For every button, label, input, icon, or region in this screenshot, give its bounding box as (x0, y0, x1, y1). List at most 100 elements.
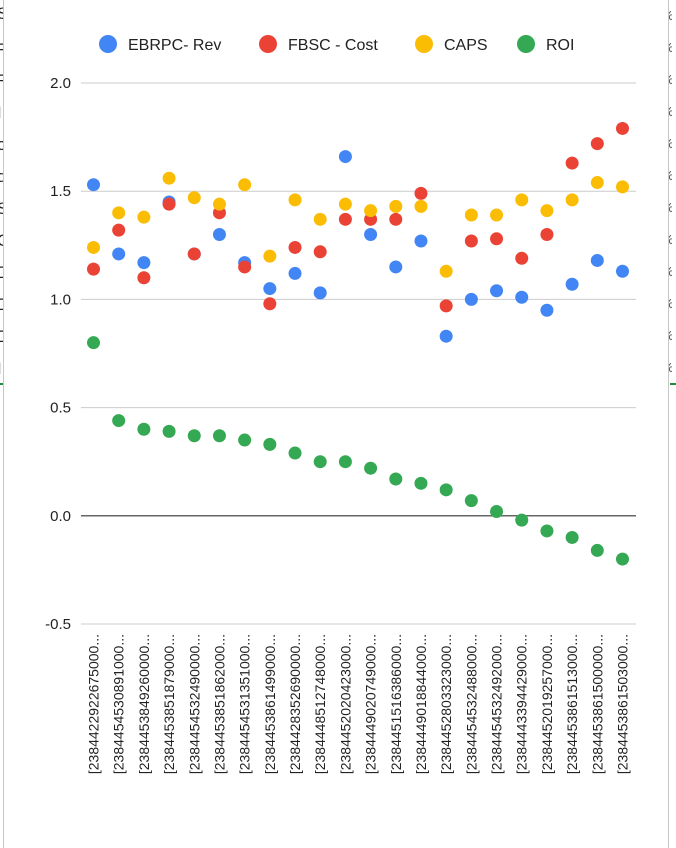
data-point-fbsc-cost[interactable] (112, 223, 126, 237)
data-point-roi[interactable] (565, 530, 579, 544)
data-point-fbsc-cost[interactable] (414, 186, 428, 200)
data-point-caps[interactable] (515, 193, 529, 207)
data-point-fbsc-cost[interactable] (288, 240, 302, 254)
data-point-ebrpc-rev[interactable] (137, 256, 151, 270)
data-point-roi[interactable] (616, 552, 629, 566)
legend-item-caps[interactable]: CAPS (415, 35, 488, 54)
data-point-caps[interactable] (338, 197, 352, 211)
data-point-fbsc-cost[interactable] (515, 251, 529, 265)
x-tick-label: [2384452020423000... (337, 634, 353, 774)
x-tick-label: [2384452803323000... (438, 634, 454, 774)
data-point-ebrpc-rev[interactable] (389, 260, 403, 274)
data-points[interactable] (87, 121, 629, 566)
data-point-ebrpc-rev[interactable] (490, 284, 504, 298)
data-point-roi[interactable] (515, 513, 529, 527)
data-point-roi[interactable] (263, 437, 277, 451)
data-point-caps[interactable] (389, 199, 403, 213)
data-point-fbsc-cost[interactable] (187, 247, 201, 261)
bg-cell-text: I (0, 359, 2, 379)
data-point-caps[interactable] (590, 176, 604, 190)
data-point-ebrpc-rev[interactable] (540, 303, 554, 317)
data-point-ebrpc-rev[interactable] (515, 290, 529, 304)
data-point-ebrpc-rev[interactable] (87, 178, 100, 192)
data-point-caps[interactable] (364, 204, 378, 218)
data-point-fbsc-cost[interactable] (238, 260, 252, 274)
data-point-roi[interactable] (590, 543, 604, 557)
background-selection-border (0, 383, 4, 385)
data-point-ebrpc-rev[interactable] (616, 264, 629, 278)
data-point-caps[interactable] (565, 193, 579, 207)
data-point-caps[interactable] (187, 191, 201, 205)
x-axis-ticks: [2384422922675000... [2384454530891000...… (86, 634, 631, 774)
data-point-ebrpc-rev[interactable] (288, 266, 302, 280)
data-point-fbsc-cost[interactable] (464, 234, 478, 248)
data-point-roi[interactable] (439, 483, 453, 497)
data-point-fbsc-cost[interactable] (338, 212, 352, 226)
data-point-fbsc-cost[interactable] (439, 299, 453, 313)
data-point-ebrpc-rev[interactable] (439, 329, 453, 343)
data-point-fbsc-cost[interactable] (389, 212, 403, 226)
legend-item-ebrpc-rev[interactable]: EBRPC- Rev (99, 35, 221, 54)
data-point-roi[interactable] (87, 336, 100, 350)
data-point-caps[interactable] (162, 171, 176, 185)
legend-item-fbsc-cost[interactable]: FBSC - Cost (259, 35, 378, 54)
data-point-roi[interactable] (112, 414, 126, 428)
data-point-caps[interactable] (439, 264, 453, 278)
y-tick-label: 1.0 (50, 291, 71, 308)
data-point-ebrpc-rev[interactable] (263, 282, 277, 296)
data-point-caps[interactable] (212, 197, 226, 211)
data-point-ebrpc-rev[interactable] (565, 277, 579, 291)
data-point-ebrpc-rev[interactable] (590, 253, 604, 267)
data-point-caps[interactable] (313, 212, 327, 226)
data-point-roi[interactable] (338, 455, 352, 469)
data-point-ebrpc-rev[interactable] (364, 227, 378, 241)
data-point-roi[interactable] (540, 524, 554, 538)
data-point-ebrpc-rev[interactable] (212, 227, 226, 241)
data-point-ebrpc-rev[interactable] (464, 292, 478, 306)
data-point-fbsc-cost[interactable] (263, 297, 277, 311)
data-point-roi[interactable] (212, 429, 226, 443)
data-point-roi[interactable] (187, 429, 201, 443)
data-point-fbsc-cost[interactable] (616, 121, 629, 135)
data-point-caps[interactable] (238, 178, 252, 192)
data-point-roi[interactable] (364, 461, 378, 475)
data-point-caps[interactable] (87, 240, 100, 254)
data-point-ebrpc-rev[interactable] (338, 150, 352, 164)
data-point-caps[interactable] (112, 206, 126, 220)
data-point-caps[interactable] (616, 180, 629, 194)
legend-label: EBRPC- Rev (128, 37, 221, 54)
x-tick-label: [2384454531351000... (237, 634, 253, 774)
data-point-ebrpc-rev[interactable] (313, 286, 327, 300)
data-point-caps[interactable] (490, 208, 504, 222)
data-point-caps[interactable] (540, 204, 554, 218)
data-point-caps[interactable] (288, 193, 302, 207)
data-point-fbsc-cost[interactable] (313, 245, 327, 259)
data-point-fbsc-cost[interactable] (590, 137, 604, 151)
data-point-roi[interactable] (414, 476, 428, 490)
data-point-roi[interactable] (490, 504, 504, 518)
legend[interactable]: EBRPC- Rev FBSC - Cost CAPS ROI (99, 35, 574, 54)
data-point-roi[interactable] (313, 455, 327, 469)
data-point-caps[interactable] (414, 199, 428, 213)
data-point-roi[interactable] (162, 424, 176, 438)
data-point-roi[interactable] (238, 433, 252, 447)
data-point-ebrpc-rev[interactable] (112, 247, 126, 261)
data-point-caps[interactable] (263, 249, 277, 263)
legend-label: ROI (546, 37, 574, 54)
data-point-fbsc-cost[interactable] (162, 197, 176, 211)
data-point-fbsc-cost[interactable] (565, 156, 579, 170)
data-point-caps[interactable] (464, 208, 478, 222)
data-point-roi[interactable] (137, 422, 151, 436)
data-point-fbsc-cost[interactable] (137, 271, 151, 285)
data-point-caps[interactable] (137, 210, 151, 224)
data-point-fbsc-cost[interactable] (490, 232, 504, 246)
data-point-fbsc-cost[interactable] (87, 262, 100, 276)
data-point-ebrpc-rev[interactable] (414, 234, 428, 248)
data-point-roi[interactable] (288, 446, 302, 460)
data-point-fbsc-cost[interactable] (540, 227, 554, 241)
data-point-roi[interactable] (389, 472, 403, 486)
legend-item-roi[interactable]: ROI (517, 35, 574, 54)
x-tick-label: [2384452019257000... (539, 634, 555, 774)
data-point-roi[interactable] (464, 494, 478, 508)
